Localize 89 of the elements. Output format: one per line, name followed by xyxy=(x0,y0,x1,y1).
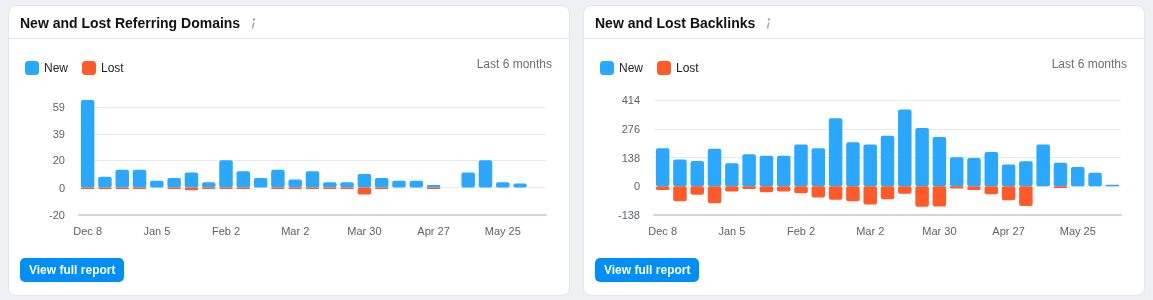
bar xyxy=(98,176,112,188)
text: View full report xyxy=(20,258,125,282)
bar xyxy=(828,186,843,200)
bar xyxy=(1036,144,1050,187)
bar xyxy=(863,144,877,187)
bar xyxy=(828,118,843,187)
bar xyxy=(1019,186,1033,207)
bar xyxy=(132,169,147,188)
x-tick-label: Dec 8 xyxy=(73,224,103,237)
y-tick-label: 20 xyxy=(52,154,65,167)
bar xyxy=(357,173,372,188)
legend-label: Lost xyxy=(101,61,125,75)
y-tick-label: 276 xyxy=(621,122,640,135)
x-tick-label: Jan 5 xyxy=(143,224,171,237)
bar xyxy=(949,157,964,187)
bar xyxy=(863,186,877,205)
legend-label: Lost xyxy=(676,61,700,75)
text: View full report xyxy=(595,258,700,282)
bar xyxy=(898,109,912,187)
bar xyxy=(776,155,791,187)
bar xyxy=(655,148,670,187)
bar xyxy=(794,144,808,187)
x-tick-label: Mar 2 xyxy=(856,224,885,237)
bar xyxy=(984,186,999,195)
chart-title: New and Lost Referring Domains xyxy=(20,15,241,31)
bar xyxy=(673,186,687,202)
bar xyxy=(811,186,826,198)
chart-title: New and Lost Backlinks xyxy=(595,15,756,31)
bar xyxy=(967,157,981,187)
bar xyxy=(759,155,774,187)
x-tick-label: Mar 30 xyxy=(347,224,382,237)
y-tick-label: -138 xyxy=(617,209,640,221)
bar xyxy=(305,171,320,188)
x-tick-label: Apr 27 xyxy=(417,224,450,237)
bar xyxy=(690,186,704,195)
x-tick-label: May 25 xyxy=(1059,224,1096,237)
bar xyxy=(707,148,722,187)
bar xyxy=(915,127,929,187)
bar xyxy=(236,171,251,188)
bar xyxy=(846,186,860,202)
bar xyxy=(478,160,493,188)
x-tick-label: Feb 2 xyxy=(211,224,241,237)
bar xyxy=(1001,186,1016,201)
bar xyxy=(80,100,95,188)
legend-label: New xyxy=(619,61,644,75)
bar xyxy=(461,172,475,188)
bar xyxy=(374,178,389,188)
bar xyxy=(932,186,947,207)
x-tick-label: Mar 30 xyxy=(922,224,957,237)
bar xyxy=(1053,162,1068,187)
bar xyxy=(253,178,268,188)
x-tick-label: May 25 xyxy=(484,224,521,237)
bar xyxy=(219,160,233,188)
bar xyxy=(811,148,826,187)
y-tick-label: 0 xyxy=(58,181,65,194)
y-tick-label: 0 xyxy=(633,180,640,193)
bar xyxy=(271,169,285,188)
bar xyxy=(115,169,129,188)
bar xyxy=(167,178,181,188)
bar xyxy=(915,186,929,207)
bar xyxy=(1001,164,1016,187)
bar xyxy=(1019,161,1033,187)
bar xyxy=(880,186,895,200)
x-tick-label: Feb 2 xyxy=(786,224,816,237)
bar xyxy=(184,172,199,188)
bar xyxy=(673,159,687,187)
bar xyxy=(742,154,756,187)
text: Last 6 months xyxy=(476,57,552,71)
y-tick-label: 59 xyxy=(52,100,65,113)
bar xyxy=(846,142,860,187)
bar xyxy=(725,163,739,187)
x-tick-label: Mar 2 xyxy=(281,224,310,237)
bar xyxy=(707,186,722,204)
text: Last 6 months xyxy=(1051,57,1127,71)
x-tick-label: Jan 5 xyxy=(718,224,746,237)
bar xyxy=(984,151,999,187)
x-tick-label: Dec 8 xyxy=(648,224,678,237)
y-tick-label: -20 xyxy=(49,209,65,221)
bar xyxy=(288,179,302,188)
y-tick-label: 39 xyxy=(52,128,65,141)
x-tick-label: Apr 27 xyxy=(992,224,1025,237)
bar xyxy=(880,135,895,187)
legend-label: New xyxy=(44,61,69,75)
bar xyxy=(932,137,947,187)
bar xyxy=(690,161,704,187)
bar xyxy=(1071,167,1085,187)
bar xyxy=(1088,172,1102,187)
y-tick-label: 138 xyxy=(621,151,640,164)
y-tick-label: 414 xyxy=(621,94,640,106)
